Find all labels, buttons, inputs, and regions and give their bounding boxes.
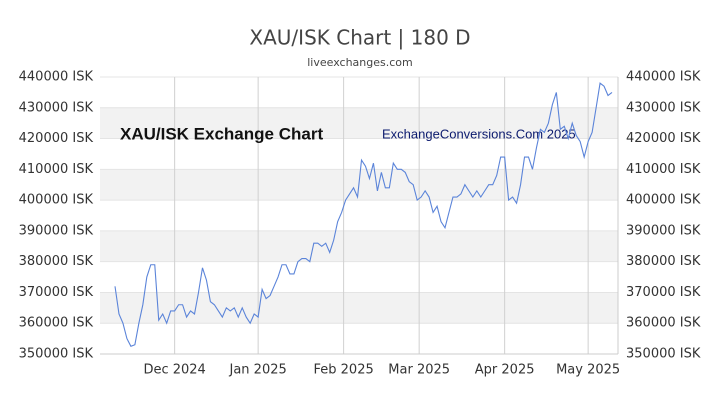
y-tick-label: 380000 ISK (19, 254, 94, 269)
x-tick-label: Feb 2025 (314, 363, 374, 378)
annotation: ExchangeConversions.Com 2025 (382, 126, 576, 141)
x-tick-label: May 2025 (556, 363, 620, 378)
y2-tick-label: 390000 ISK (626, 223, 701, 238)
y-tick-label: 430000 ISK (19, 100, 94, 115)
y2-tick-label: 430000 ISK (626, 100, 701, 115)
plot-background (100, 76, 619, 355)
y-tick-label: 410000 ISK (19, 162, 94, 177)
x-tick-label: Apr 2025 (475, 363, 535, 378)
y-tick-label: 350000 ISK (19, 347, 94, 362)
y2-tick-label: 410000 ISK (626, 162, 701, 177)
y-tick-label: 390000 ISK (19, 223, 94, 238)
y-tick-label: 420000 ISK (19, 131, 94, 146)
x-tick-label: Dec 2024 (143, 363, 205, 378)
y2-tick-label: 380000 ISK (626, 254, 701, 269)
chart-title: XAU/ISK Chart | 180 D (249, 26, 470, 50)
x-tick-label: Mar 2025 (388, 363, 450, 378)
grid-band (100, 292, 618, 324)
x-tick-label: Jan 2025 (229, 363, 287, 378)
y2-tick-label: 360000 ISK (626, 316, 701, 331)
y2-tick-label: 350000 ISK (626, 347, 701, 362)
chart-subtitle: liveexchanges.com (307, 56, 412, 69)
line-series (114, 82, 613, 348)
y-tick-label: 370000 ISK (19, 285, 94, 300)
annotation: XAU/ISK Exchange Chart (120, 124, 323, 143)
y-tick-label: 440000 ISK (19, 70, 94, 85)
grid-band (100, 107, 618, 139)
y2-tick-label: 440000 ISK (626, 70, 701, 85)
y-tick-label: 400000 ISK (19, 193, 94, 208)
y2-tick-label: 370000 ISK (626, 285, 701, 300)
y2-tick-label: 400000 ISK (626, 193, 701, 208)
grid-band (100, 230, 618, 262)
y-tick-label: 360000 ISK (19, 316, 94, 331)
y2-tick-label: 420000 ISK (626, 131, 701, 146)
